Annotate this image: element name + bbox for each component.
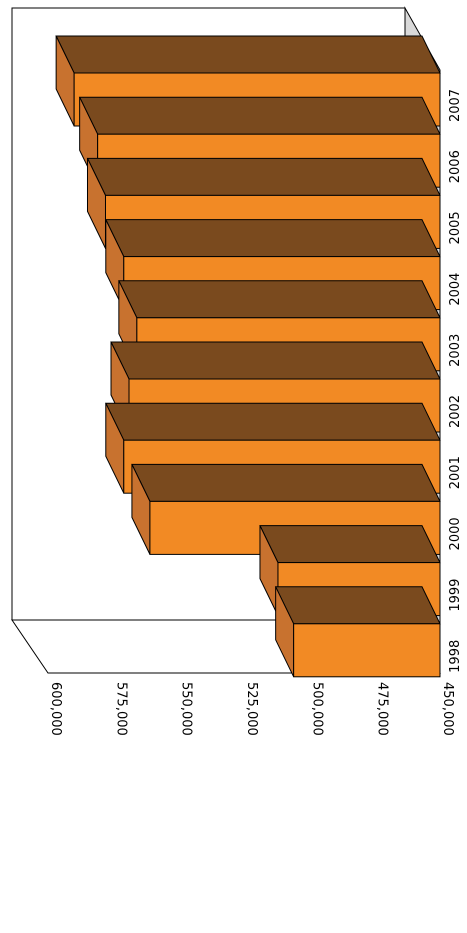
bar-top-2007 [55, 35, 441, 74]
bar-top-1998 [274, 586, 441, 625]
category-label-1999: 1999 [448, 579, 463, 612]
category-label-2005: 2005 [448, 211, 463, 244]
bar-top-2003 [118, 280, 441, 319]
category-label-2002: 2002 [448, 395, 463, 428]
category-label-2004: 2004 [448, 273, 463, 306]
value-axis-ticks: 450,000 475,000 500,000 525,000 550,000 575,0… [48, 682, 455, 736]
bar-top-2000 [131, 463, 441, 502]
bar-top-2004 [104, 219, 441, 258]
category-label-1998: 1998 [448, 640, 463, 673]
bar-1998 [293, 623, 441, 678]
value-tick-label: 475,000 [375, 682, 390, 736]
bar-top-1999 [259, 525, 441, 564]
bar-top-2005 [86, 157, 441, 196]
value-tick-label: 525,000 [244, 682, 259, 736]
bars-group [55, 35, 441, 678]
value-tick-label: 500,000 [309, 682, 324, 736]
bar-top-2002 [110, 341, 441, 380]
category-label-2001: 2001 [448, 456, 463, 489]
value-tick-label: 600,000 [48, 682, 63, 736]
bar-top-2001 [104, 402, 441, 441]
value-tick-label: 575,000 [113, 682, 128, 736]
category-label-2006: 2006 [448, 150, 463, 183]
value-tick-label: 450,000 [440, 682, 455, 736]
category-label-2007: 2007 [448, 89, 463, 122]
category-label-2003: 2003 [448, 334, 463, 367]
bar-top-2006 [78, 96, 441, 135]
category-labels: 2007 2006 2005 2004 2003 2002 2001 2000 1999 1998 [448, 89, 463, 673]
value-tick-label: 550,000 [179, 682, 194, 736]
category-label-2000: 2000 [448, 517, 463, 550]
